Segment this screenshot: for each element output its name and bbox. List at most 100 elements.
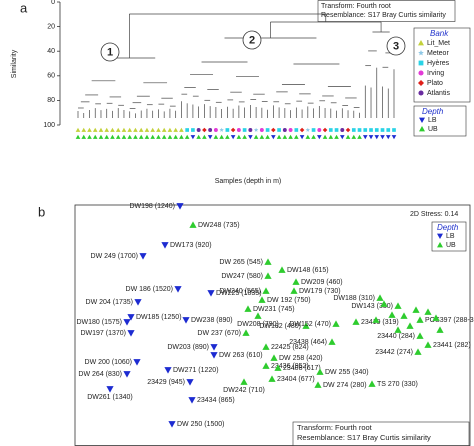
depth-symbol	[173, 134, 178, 139]
legend-label: Atlantis	[427, 90, 450, 97]
depth-symbol	[179, 134, 184, 139]
point	[416, 316, 424, 323]
cluster-label: 3	[393, 40, 399, 52]
depth-symbol	[248, 135, 253, 140]
bank-symbol	[173, 127, 178, 132]
point-label: DW179 (730)	[299, 288, 341, 295]
bank-symbol	[288, 128, 293, 132]
bank-symbol	[127, 127, 133, 132]
point	[262, 343, 270, 350]
point-label: 23438 (464)	[289, 339, 327, 346]
bank-symbol	[230, 127, 236, 133]
point-label: DW 192 (750)	[267, 297, 311, 304]
depth-symbol	[184, 134, 190, 139]
point	[414, 348, 422, 355]
point	[388, 311, 396, 318]
bank-symbol	[334, 128, 339, 132]
cluster-label: 1	[107, 46, 113, 58]
bank-symbol	[121, 127, 127, 132]
depth-symbol	[317, 135, 322, 140]
depth-symbol	[322, 134, 328, 139]
point	[244, 305, 252, 312]
point	[106, 386, 114, 393]
point-label: DW152 (470)	[289, 321, 331, 328]
point-label: DW148 (615)	[287, 267, 329, 274]
point-label: DW180 (1575)	[76, 319, 122, 326]
bank-symbol	[161, 127, 167, 132]
transform-text: Transform: Fourth root	[297, 423, 373, 432]
depth-symbol	[374, 135, 380, 140]
bank-symbol	[345, 127, 351, 133]
cluster-ring	[100, 42, 120, 62]
bank-symbol	[138, 127, 144, 132]
depth-symbol	[391, 135, 397, 140]
legend-label: Plato	[427, 80, 443, 87]
point	[352, 318, 360, 325]
depth-symbol	[362, 135, 368, 140]
point-label: DW209 (460)	[301, 279, 343, 286]
point-label: DW198 (1240)	[129, 203, 175, 210]
point-label: DW 249 (1700)	[91, 253, 138, 260]
point	[134, 299, 142, 306]
depth-symbol	[253, 134, 259, 139]
point	[123, 319, 131, 326]
depth-symbol	[282, 134, 288, 139]
point	[314, 381, 322, 388]
point-label: 23436 (952)	[271, 363, 309, 370]
depth-symbol	[87, 134, 92, 139]
point	[133, 359, 141, 366]
depth-symbol	[259, 134, 265, 139]
point-label: 22425 (824)	[271, 344, 309, 351]
point-label: 23404 (677)	[277, 376, 315, 383]
y-tick-label: 100	[43, 122, 55, 129]
bank-symbol	[259, 128, 264, 132]
point-label: DW 265 (545)	[219, 259, 263, 266]
bank-symbol	[104, 127, 110, 132]
point	[139, 253, 147, 260]
legend-symbol	[418, 70, 424, 76]
point	[274, 364, 282, 371]
bank-symbol	[185, 128, 190, 132]
depth-symbol	[276, 134, 282, 139]
depth-legend	[431, 221, 467, 252]
bank-symbol	[392, 128, 396, 132]
point	[400, 312, 408, 319]
legend-symbol	[419, 126, 425, 132]
point	[416, 332, 424, 339]
point-label: DW242 (710)	[223, 387, 265, 394]
point-label: DW203 (890)	[167, 344, 209, 351]
depth-symbol	[236, 134, 242, 139]
point-label: 23434 (865)	[197, 397, 235, 404]
point-label: DW173 (920)	[170, 242, 212, 249]
bank-symbol	[282, 128, 287, 132]
depth-symbol	[265, 134, 270, 139]
bank-symbol	[133, 127, 138, 132]
point	[188, 397, 196, 404]
bank-symbol	[265, 128, 270, 132]
point-label: 23442 (274)	[375, 349, 413, 356]
bank-symbol	[369, 128, 373, 132]
point-label: DW247 (580)	[221, 273, 263, 280]
point	[207, 290, 215, 297]
bank-symbol	[317, 128, 322, 132]
point-label: DW 264 (830)	[78, 371, 122, 378]
depth-symbol	[81, 134, 87, 139]
point	[436, 326, 444, 333]
legend-label: Meteor	[427, 50, 449, 57]
depth-symbol	[167, 134, 173, 139]
depth-symbol	[271, 135, 276, 140]
bank-symbol	[363, 128, 368, 132]
depth-symbol	[345, 134, 351, 139]
bank-symbol	[351, 128, 356, 132]
depth-symbol	[311, 134, 316, 139]
panel-letter: a	[20, 0, 28, 15]
bank-symbol	[305, 127, 311, 132]
bank-symbol	[253, 127, 259, 132]
legend-label: Hyères	[427, 60, 450, 67]
point	[394, 326, 402, 333]
point	[262, 287, 270, 294]
depth-symbol	[138, 134, 144, 139]
point	[127, 330, 135, 337]
legend-symbol	[418, 80, 424, 86]
point-label: DW 263 (610)	[219, 352, 263, 359]
